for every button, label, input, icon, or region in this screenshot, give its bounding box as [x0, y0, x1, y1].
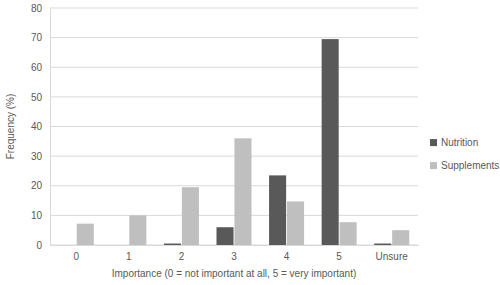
- bar: [216, 227, 233, 245]
- y-tick: 50: [31, 92, 50, 103]
- grid-line: [50, 8, 418, 9]
- y-tick: 40: [31, 121, 50, 132]
- x-tick-label: 5: [336, 251, 342, 262]
- series: [164, 39, 391, 245]
- y-tick-label: 0: [36, 240, 42, 251]
- legend-swatch: [430, 162, 437, 169]
- y-tick-label: 20: [31, 180, 43, 191]
- bar: [287, 201, 304, 245]
- x-tick: 0: [74, 245, 80, 262]
- x-tick: 2: [179, 245, 185, 262]
- x-axis: 0 1 2 3 4 5 Unsure: [51, 245, 419, 262]
- bar: [129, 215, 146, 245]
- y-tick-label: 30: [31, 151, 43, 162]
- x-tick: 5: [336, 245, 342, 262]
- bar: [340, 222, 357, 245]
- y-tick: 20: [31, 180, 50, 191]
- legend-swatch: [430, 139, 437, 146]
- grid-line: [50, 215, 418, 216]
- bar: [77, 224, 94, 245]
- bar: [164, 244, 181, 245]
- y-tick: 60: [31, 62, 50, 73]
- y-axis: 0 10 20 30 40 50 60 70 80: [31, 3, 51, 251]
- grid: [50, 8, 418, 245]
- x-tick-label: 2: [179, 251, 185, 262]
- grid-line: [50, 156, 418, 157]
- x-tick: 4: [284, 245, 290, 262]
- bar: [59, 245, 76, 246]
- y-tick-label: 50: [31, 92, 43, 103]
- plot: 0 10 20 30 40 50 60 70 80 0 1 2 3 4 5 Unsure: [31, 3, 419, 262]
- y-axis-line: [50, 9, 51, 246]
- x-tick-label: 0: [74, 251, 80, 262]
- grid-line: [50, 96, 418, 97]
- bar: [374, 244, 391, 245]
- bar: [111, 245, 128, 246]
- x-axis-title: Importance (0 = not important at all, 5 …: [112, 268, 357, 279]
- y-tick-label: 60: [31, 62, 43, 73]
- x-tick: Unsure: [376, 245, 409, 262]
- y-tick: 10: [31, 210, 50, 221]
- bar: [322, 39, 339, 245]
- x-tick-label: 3: [231, 251, 237, 262]
- y-tick-label: 70: [31, 32, 43, 43]
- legend: Nutrition Supplements: [430, 137, 499, 171]
- bar: [392, 230, 409, 245]
- y-tick: 0: [36, 240, 50, 251]
- x-tick: 1: [126, 245, 132, 262]
- legend-label: Nutrition: [441, 137, 478, 148]
- y-axis-title: Frequency (%): [5, 94, 16, 160]
- chart: 0 10 20 30 40 50 60 70 80 0 1 2 3 4 5 Unsure Importance …: [0, 0, 500, 285]
- bar: [182, 187, 199, 245]
- bar: [234, 138, 251, 245]
- grid-line: [50, 126, 418, 127]
- grid-line: [50, 245, 418, 246]
- y-tick: 80: [31, 3, 50, 14]
- legend-label: Supplements: [441, 160, 499, 171]
- bars: [77, 39, 409, 245]
- x-axis-line: [51, 245, 419, 246]
- y-tick: 70: [31, 32, 50, 43]
- y-tick-label: 80: [31, 3, 43, 14]
- x-tick-label: Unsure: [376, 251, 409, 262]
- series: [77, 138, 409, 245]
- x-tick: 3: [231, 245, 237, 262]
- bar: [269, 175, 286, 245]
- y-tick: 30: [31, 151, 50, 162]
- legend-item: Nutrition: [430, 137, 478, 148]
- grid-line: [50, 185, 418, 186]
- legend-item: Supplements: [430, 160, 499, 171]
- y-tick-label: 10: [31, 210, 43, 221]
- y-tick-label: 40: [31, 121, 43, 132]
- x-tick-label: 4: [284, 251, 290, 262]
- x-tick-label: 1: [126, 251, 132, 262]
- grid-line: [50, 67, 418, 68]
- grid-line: [50, 37, 418, 38]
